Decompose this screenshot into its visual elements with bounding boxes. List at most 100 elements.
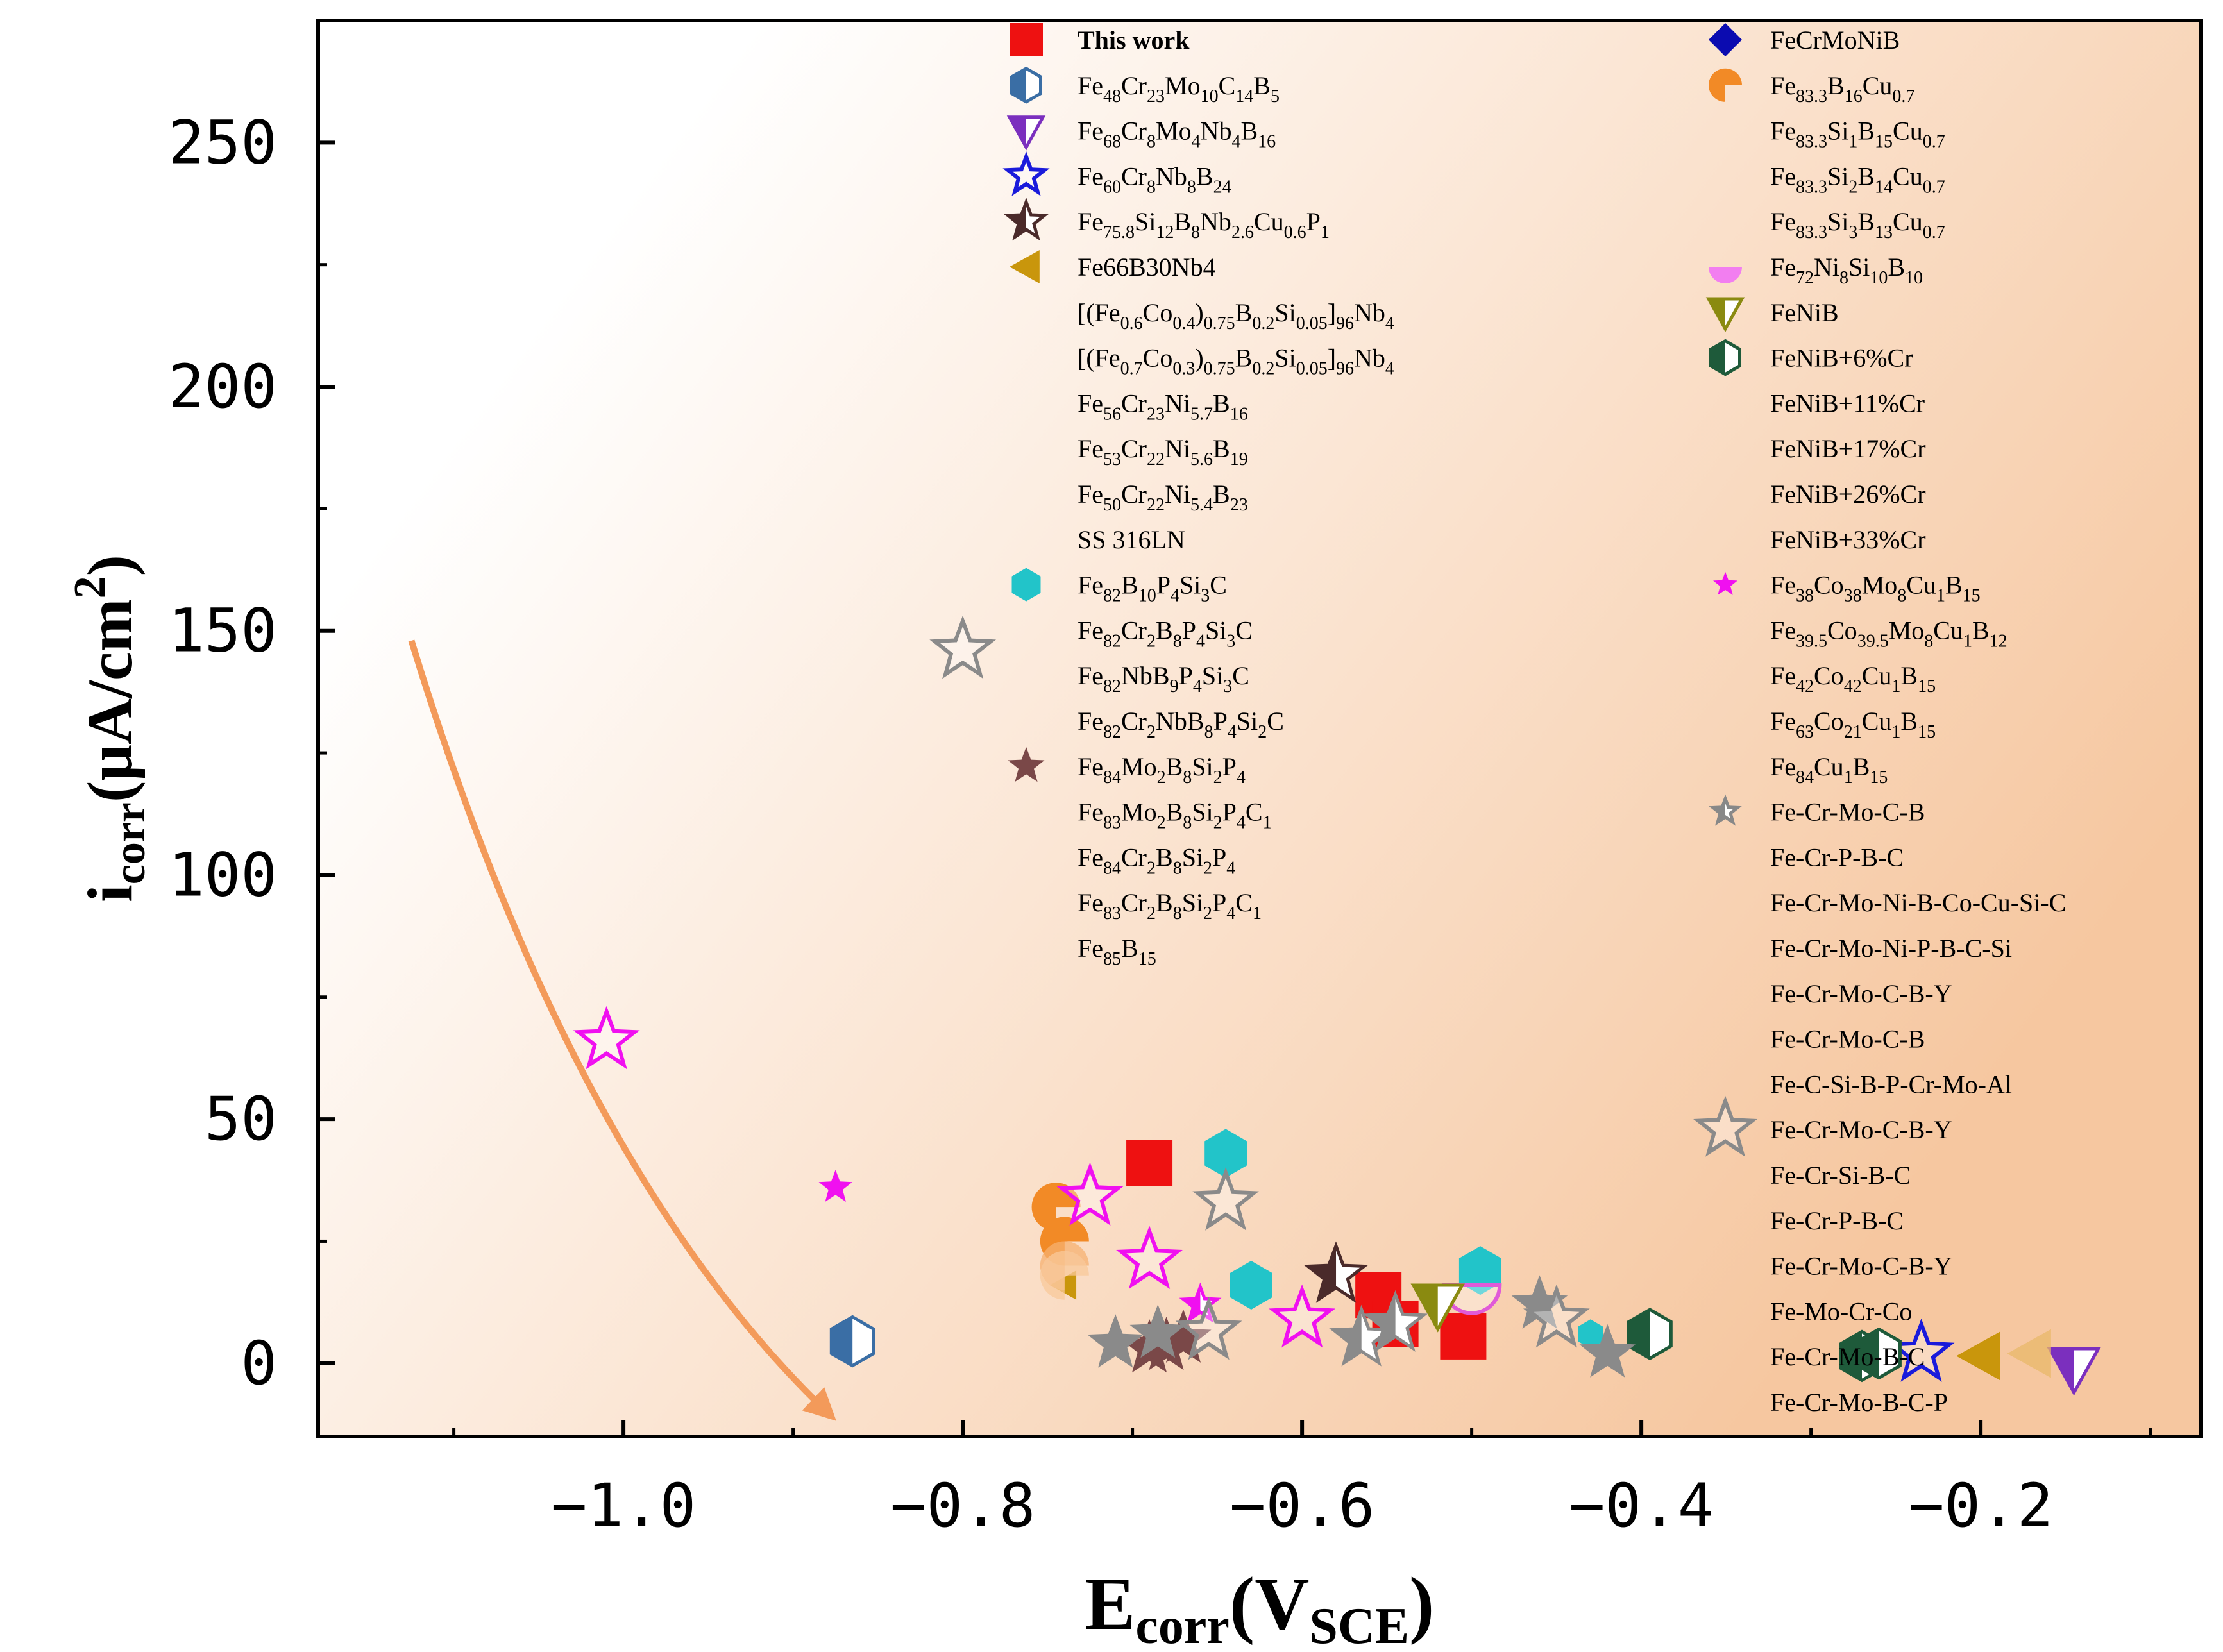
legend-entry: FeCrMoNiB [1709, 23, 1900, 56]
legend-label: FeNiB+11%Cr [1770, 389, 1925, 417]
legend-entry: Fe84Cr2B8Si2P4 [1078, 843, 1235, 878]
y-tick-label: 0 [241, 1329, 277, 1399]
data-point [1129, 1304, 1186, 1358]
data-point [1192, 1167, 1259, 1231]
legend-entry: Fe-Cr-Mo-C-B [1709, 794, 1925, 827]
x-tick-label: −0.8 [890, 1471, 1035, 1541]
y-axis-title: icorr(μA/cm2) [65, 555, 155, 902]
legend-label: Fe83Cr2B8Si2P4C1 [1078, 888, 1262, 923]
legend-entry: FeNiB+6%Cr [1709, 339, 1913, 376]
data-point [1175, 1296, 1242, 1360]
x-tick-label: −0.6 [1230, 1471, 1374, 1541]
legend-entry: Fe-Cr-P-B-C [1770, 1206, 1904, 1235]
legend-entry: Fe39.5Co39.5Mo8Cu1B12 [1770, 616, 2007, 651]
legend-entry: Fe68Cr8Mo4Nb4B16 [1006, 115, 1276, 152]
data-point [1856, 1327, 1902, 1380]
plot-frame [316, 19, 2203, 1438]
data-point [1363, 1290, 1428, 1352]
x-tick-label: −1.0 [551, 1471, 696, 1541]
data-point [2047, 1347, 2101, 1396]
legend-entry: Fe-Cr-Mo-C-B [1770, 1025, 1925, 1054]
legend-label: Fe66B30Nb4 [1078, 253, 1216, 282]
legend-entry: Fe-Cr-Si-B-C [1770, 1161, 1911, 1190]
legend-label: FeNiB+17%Cr [1770, 434, 1926, 463]
legend-label: Fe-Cr-P-B-C [1770, 1206, 1904, 1235]
legend-entry: Fe-Cr-Mo-B-C [1770, 1342, 1925, 1371]
legend-entry: [(Fe0.6Co0.4)0.75B0.2Si0.05]96Nb4 [1078, 298, 1394, 333]
legend-entry: Fe-Mo-Cr-Co [1770, 1297, 1912, 1326]
legend-label: Fe63Co21Cu1B15 [1770, 707, 1936, 742]
y-tick-label: 250 [168, 108, 277, 178]
data-point [929, 615, 997, 679]
legend-marker [1003, 198, 1049, 241]
legend-label: Fe82NbB9P4Si3C [1078, 661, 1249, 696]
data-point [1627, 1308, 1673, 1360]
legend-entry: Fe-C-Si-B-P-Cr-Mo-Al [1770, 1070, 2012, 1099]
legend-entry: Fe38Co38Mo8Cu1B15 [1713, 571, 1981, 606]
legend-entry: Fe83.3Si3B13Cu0.7 [1770, 207, 1945, 242]
legend-label: Fe-Cr-Mo-Ni-B-Co-Cu-Si-C [1770, 888, 2066, 917]
legend-marker [1011, 568, 1041, 602]
legend-label: Fe-Cr-Mo-C-B-Y [1770, 1115, 1952, 1144]
data-point [1126, 1140, 1173, 1186]
legend-marker [1709, 23, 1742, 56]
data-point [1578, 1319, 1603, 1349]
x-axis-title: Ecorr(VSCE) [1085, 1562, 1435, 1652]
legend-entry: FeNiB+17%Cr [1770, 434, 1926, 463]
y-tick-label: 200 [168, 352, 277, 422]
legend-label: Fe42Co42Cu1B15 [1770, 661, 1936, 696]
legend-label: Fe83.3Si1B15Cu0.7 [1770, 117, 1945, 152]
legend-entry: Fe82Cr2B8P4Si3C [1078, 616, 1253, 651]
data-point [1155, 1309, 1212, 1363]
legend-label: Fe-Cr-Mo-B-C-P [1770, 1388, 1948, 1417]
legend-label: Fe50Cr22Ni5.4B23 [1078, 480, 1248, 515]
legend-label: Fe83.3Si3B13Cu0.7 [1770, 207, 1945, 242]
legend-marker [1713, 571, 1737, 595]
legend-label: Fe82Cr2B8P4Si3C [1078, 616, 1253, 651]
legend-label: Fe82Cr2NbB8P4Si2C [1078, 707, 1284, 742]
legend-label: FeCrMoNiB [1770, 26, 1900, 55]
data-point [1303, 1241, 1369, 1303]
data-point [1056, 1162, 1124, 1226]
data-point [1179, 1282, 1222, 1323]
legend-label: Fe-C-Si-B-P-Cr-Mo-Al [1770, 1070, 2012, 1099]
legend-entry: Fe-Cr-P-B-C [1770, 843, 1904, 872]
legend-entry: Fe83Cr2B8Si2P4C1 [1078, 888, 1262, 923]
legend-label: This work [1078, 26, 1190, 55]
data-point [1087, 1314, 1144, 1368]
legend-entry: Fe-Cr-Mo-C-B-Y [1770, 979, 1952, 1008]
legend-label: Fe-Cr-Mo-C-B [1770, 1025, 1925, 1054]
data-point [1440, 1313, 1487, 1360]
y-tick-label: 150 [168, 596, 277, 666]
legend-label: Fe56Cr23Ni5.7B16 [1078, 389, 1248, 424]
data-points-layer [573, 615, 2101, 1396]
legend-label: Fe39.5Co39.5Mo8Cu1B12 [1770, 616, 2007, 651]
legend-entry: Fe66B30Nb4 [1010, 250, 1216, 283]
legend-label: Fe84Mo2B8Si2P4 [1078, 752, 1246, 788]
legend-entry: Fe72Ni8Si10B10 [1709, 253, 1923, 288]
legend-label: FeNiB [1770, 298, 1839, 327]
legend-label: Fe85B15 [1078, 934, 1156, 969]
axes-layer: −1.0 −0.8 −0.6 −0.4 −0.2 0 50 100 150 200 250 [168, 108, 2152, 1541]
legend-marker [1006, 115, 1046, 151]
legend-entry: FeNiB+11%Cr [1770, 389, 1925, 417]
legend-entry: Fe82NbB9P4Si3C [1078, 661, 1249, 696]
data-point [1956, 1331, 2000, 1381]
legend-label: Fe83.3Si2B14Cu0.7 [1770, 162, 1945, 197]
legend-label: Fe-Cr-P-B-C [1770, 843, 1904, 872]
data-point [1040, 1251, 1089, 1300]
legend-marker [1008, 746, 1045, 782]
legend-entry: Fe84Cu1B15 [1770, 752, 1888, 788]
data-point [573, 1006, 640, 1070]
legend-label: SS 316LN [1078, 525, 1185, 554]
data-point [1410, 1283, 1465, 1333]
data-point [1230, 1261, 1272, 1310]
legend-entry: FeNiB+26%Cr [1770, 480, 1926, 509]
data-point [2007, 1329, 2051, 1378]
legend-entry: Fe-Cr-Mo-Ni-B-Co-Cu-Si-C [1770, 888, 2066, 917]
legend-marker [1010, 250, 1040, 283]
legend-label: Fe53Cr22Ni5.6B19 [1078, 434, 1248, 469]
x-tick-label: −0.4 [1569, 1471, 1714, 1541]
legend-entry: This work [1010, 23, 1190, 56]
